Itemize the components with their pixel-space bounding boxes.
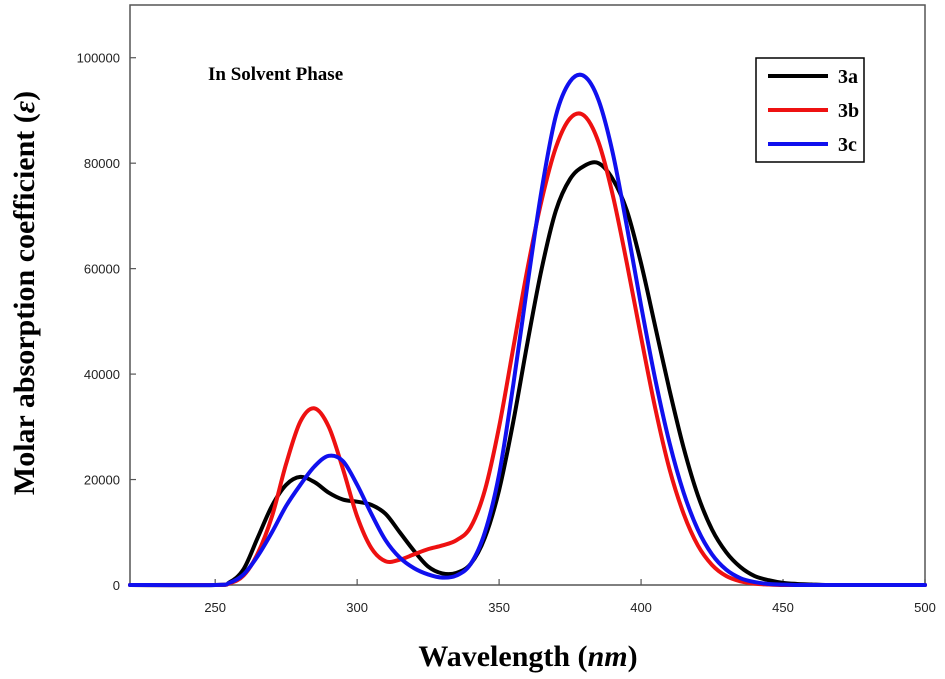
legend: 3a 3b 3c <box>755 57 865 163</box>
y-axis-title: Molar absorption coefficient (ε) <box>8 91 41 495</box>
x-tick-label: 350 <box>488 600 510 615</box>
legend-label-3a: 3a <box>838 66 858 88</box>
y-tick-label: 20000 <box>84 473 120 488</box>
y-axis-title-text: Molar absorption coefficient ( <box>8 113 41 495</box>
x-tick-label: 250 <box>204 600 226 615</box>
x-axis-title-close: ) <box>628 640 638 673</box>
series-line-3c <box>128 72 927 588</box>
x-tick-label: 450 <box>772 600 794 615</box>
y-axis-title-unit: ε <box>8 100 41 113</box>
x-axis-title-text: Wavelength ( <box>418 640 587 673</box>
series-line-3b <box>128 111 927 588</box>
x-axis-title: Wavelength (nm) <box>418 640 637 673</box>
y-tick-label: 60000 <box>84 262 120 277</box>
x-tick-label: 300 <box>346 600 368 615</box>
y-tick-label: 40000 <box>84 367 120 382</box>
series-line-3a <box>128 160 927 588</box>
y-tick-label: 100000 <box>77 51 120 66</box>
y-axis-title-close: ) <box>8 91 41 101</box>
legend-label-3c: 3c <box>838 134 857 156</box>
y-tick-label: 80000 <box>84 156 120 171</box>
x-tick-label: 500 <box>914 600 936 615</box>
x-axis-title-unit: nm <box>588 640 628 673</box>
legend-label-3b: 3b <box>838 100 859 122</box>
x-tick-label: 400 <box>630 600 652 615</box>
y-tick-label: 0 <box>113 578 120 593</box>
annotation-label: In Solvent Phase <box>208 64 343 85</box>
